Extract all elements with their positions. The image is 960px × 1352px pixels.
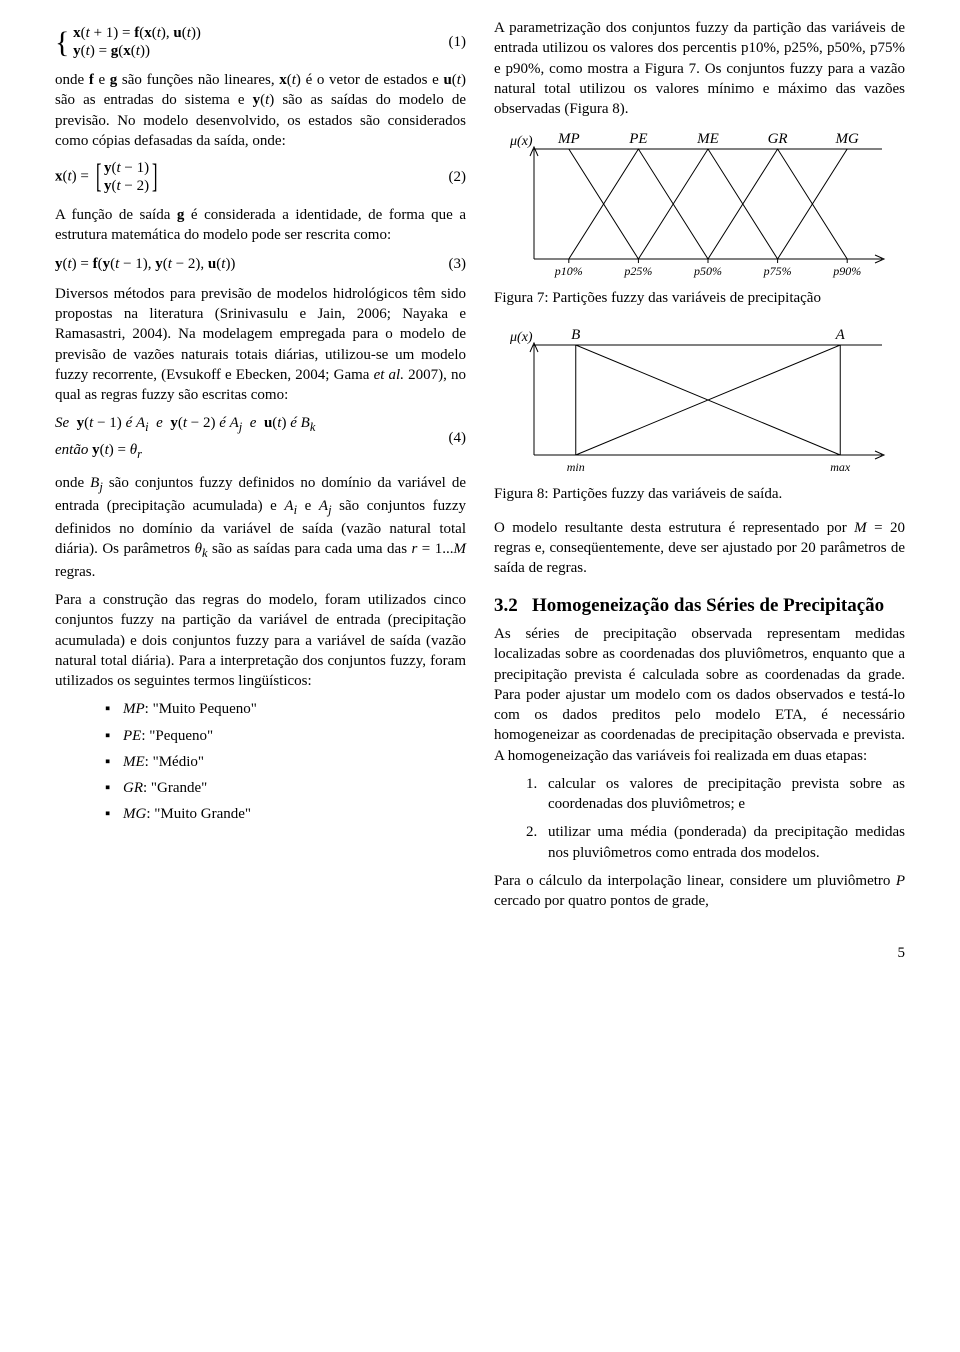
eq-number-4: (4) — [426, 428, 466, 448]
eq-number-3: (3) — [426, 254, 466, 274]
eq-number-2: (2) — [426, 167, 466, 187]
equation-3: y(t) = f(y(t − 1), y(t − 2), u(t)) (3) — [55, 254, 466, 274]
svg-text:MP: MP — [557, 131, 580, 147]
right-column: A parametrização dos conjuntos fuzzy da … — [494, 18, 905, 919]
list-item: ▪PE: "Pequeno" — [105, 726, 466, 746]
figure-8-chart: μ(x) B Amin max — [494, 323, 905, 478]
left-para-3: Diversos métodos para previsão de modelo… — [55, 284, 466, 406]
svg-text:p50%: p50% — [693, 264, 722, 278]
list-item: ▪ME: "Médio" — [105, 752, 466, 772]
svg-text:max: max — [830, 460, 851, 474]
steps-list: 1.calcular os valores de precipitação pr… — [526, 774, 905, 863]
left-para-5: Para a construção das regras do modelo, … — [55, 590, 466, 691]
figure-8-caption: Figura 8: Partições fuzzy das variáveis … — [494, 484, 905, 504]
left-column: { x(t + 1) = f(x(t), u(t)) y(t) = g(x(t)… — [55, 18, 466, 919]
eq-number-1: (1) — [426, 32, 466, 52]
svg-text:ME: ME — [696, 131, 719, 147]
figure-7-chart: μ(x) MP PE ME GR MG p10% p25% p50% p75% p90% — [494, 127, 905, 282]
svg-text:MG: MG — [835, 131, 859, 147]
page-number: 5 — [55, 943, 905, 963]
svg-text:p10%: p10% — [554, 264, 583, 278]
left-para-2: A função de saída g é considerada a iden… — [55, 205, 466, 246]
linguistic-terms-list: ▪MP: "Muito Pequeno" ▪PE: "Pequeno" ▪ME:… — [105, 699, 466, 824]
section-heading-3-2: 3.2 Homogeneização das Séries de Precipi… — [494, 593, 905, 619]
svg-text:A: A — [835, 327, 846, 343]
svg-text:min: min — [567, 460, 585, 474]
svg-text:p75%: p75% — [763, 264, 792, 278]
svg-text:GR: GR — [768, 131, 788, 147]
right-para-4: Para o cálculo da interpolação linear, c… — [494, 871, 905, 912]
list-item: 1.calcular os valores de precipitação pr… — [526, 774, 905, 815]
left-para-1: onde f e g são funções não lineares, x(t… — [55, 70, 466, 151]
svg-text:p90%: p90% — [832, 264, 861, 278]
left-para-4: onde Bj são conjuntos fuzzy definidos no… — [55, 473, 466, 582]
right-para-3: As séries de precipitação observada repr… — [494, 624, 905, 766]
svg-text:μ(x): μ(x) — [509, 134, 533, 149]
two-column-layout: { x(t + 1) = f(x(t), u(t)) y(t) = g(x(t)… — [55, 18, 905, 919]
equation-2: x(t) = [ y(t − 1) y(t − 2) ] (2) — [55, 159, 466, 195]
equation-4: Se y(t − 1) é Ai e y(t − 2) é Aj e u(t) … — [55, 413, 466, 463]
right-para-1: A parametrização dos conjuntos fuzzy da … — [494, 18, 905, 119]
right-para-2: O modelo resultante desta estrutura é re… — [494, 518, 905, 579]
list-item: ▪MG: "Muito Grande" — [105, 804, 466, 824]
svg-text:B: B — [571, 327, 580, 343]
list-item: 2.utilizar uma média (ponderada) da prec… — [526, 822, 905, 863]
equation-1: { x(t + 1) = f(x(t), u(t)) y(t) = g(x(t)… — [55, 24, 466, 60]
svg-text:PE: PE — [628, 131, 647, 147]
svg-text:μ(x): μ(x) — [509, 330, 533, 345]
list-item: ▪GR: "Grande" — [105, 778, 466, 798]
list-item: ▪MP: "Muito Pequeno" — [105, 699, 466, 719]
svg-text:p25%: p25% — [623, 264, 652, 278]
figure-7-caption: Figura 7: Partições fuzzy das variáveis … — [494, 288, 905, 308]
